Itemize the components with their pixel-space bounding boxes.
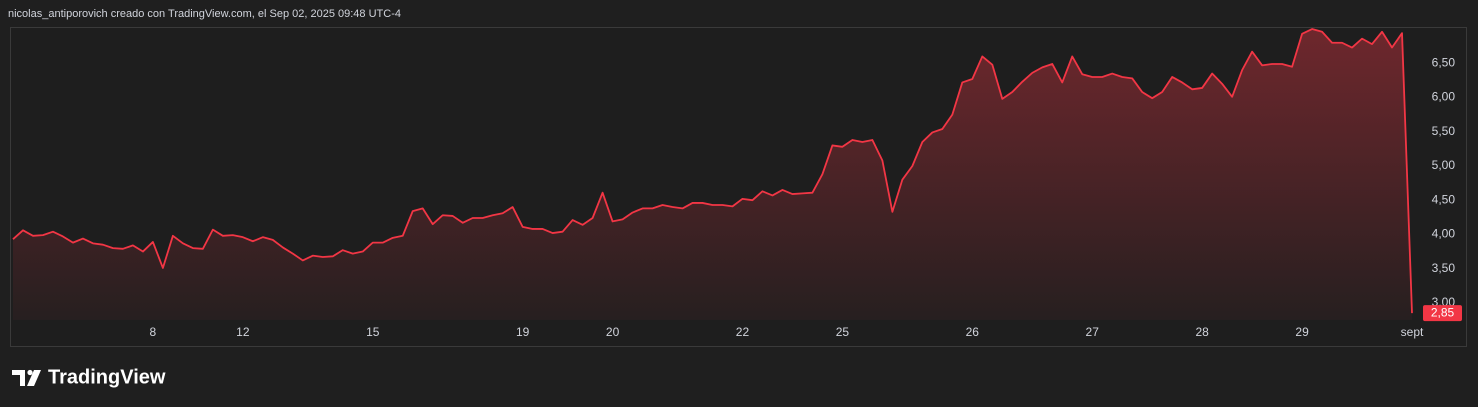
last-price-label: 2,85 <box>1431 305 1455 319</box>
x-tick-label: 29 <box>1295 325 1309 339</box>
logo-mark <box>12 370 25 386</box>
attribution: nicolas_antiporovich creado con TradingV… <box>8 8 401 20</box>
y-tick-label: 3,50 <box>1432 261 1456 275</box>
logo-dot <box>27 369 33 376</box>
y-tick-label: 4,50 <box>1432 192 1456 206</box>
x-tick-label: 12 <box>236 325 250 339</box>
x-tick-label: 15 <box>366 325 380 339</box>
x-tick-label: 8 <box>150 325 157 339</box>
logo-slash <box>27 370 41 386</box>
last-price-box <box>1423 305 1462 322</box>
x-tick-label: sept <box>1401 325 1424 339</box>
y-tick-label: 5,00 <box>1432 158 1456 172</box>
x-tick-label: 28 <box>1195 325 1209 339</box>
price-line <box>12 28 1413 314</box>
brand-logo <box>12 369 41 386</box>
x-tick-label: 22 <box>736 325 750 339</box>
brand-name: TradingView <box>48 366 166 388</box>
x-tick-label: 20 <box>606 325 620 339</box>
y-tick-label: 6,50 <box>1432 55 1456 69</box>
y-tick-label: 6,00 <box>1432 90 1456 104</box>
y-tick-label: 5,50 <box>1432 124 1456 138</box>
x-tick-label: 26 <box>966 325 980 339</box>
area-fill <box>13 29 1412 321</box>
y-tick-label: 4,00 <box>1432 227 1456 241</box>
x-tick-label: 25 <box>836 325 850 339</box>
x-tick-label: 19 <box>516 325 530 339</box>
x-tick-label: 27 <box>1086 325 1100 339</box>
